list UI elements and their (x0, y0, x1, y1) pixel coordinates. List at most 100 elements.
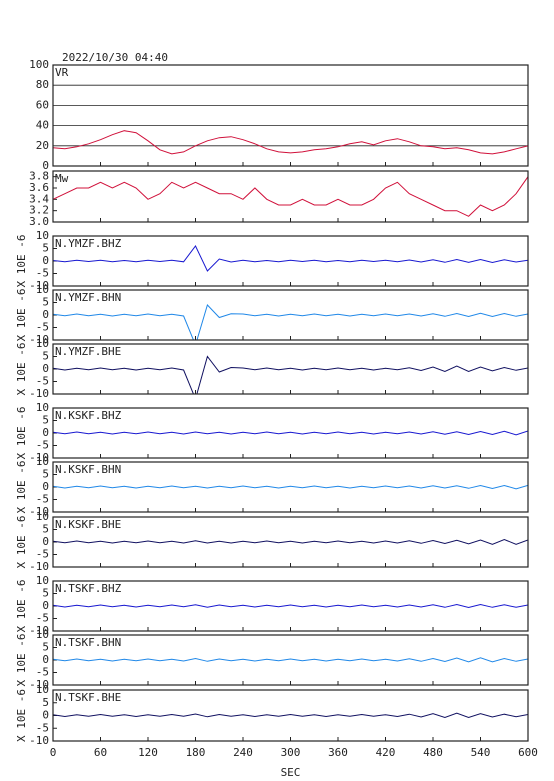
series-line (53, 712, 528, 719)
y-tick-label: -5 (36, 612, 49, 625)
y-tick-label: -10 (29, 560, 49, 573)
series-label: N.YMZF.BHE (55, 345, 121, 358)
x-tick-label: 60 (94, 746, 107, 759)
x-tick-label: 120 (138, 746, 158, 759)
x-axis-label: SEC (281, 766, 301, 779)
y-axis-label: X 10E -6 (15, 580, 28, 633)
y-tick-label: 3.8 (29, 170, 49, 183)
series-line (53, 245, 528, 272)
y-tick-label: 10 (36, 337, 49, 350)
y-tick-label: 0 (42, 480, 49, 493)
x-tick-label: 540 (471, 746, 491, 759)
y-axis-label: X 10E -6 (15, 689, 28, 742)
series-line (53, 538, 528, 545)
series-label: N.YMZF.BHZ (55, 237, 122, 250)
y-tick-label: -5 (36, 493, 49, 506)
y-tick-label: -5 (36, 321, 49, 334)
y-tick-label: -10 (29, 678, 49, 691)
series-line (53, 657, 528, 663)
series-line (53, 176, 528, 217)
panel-frame (52, 407, 529, 459)
y-tick-label: -10 (29, 505, 49, 518)
y-axis-label: X 10E -6 (15, 343, 28, 396)
y-tick-label: 100 (29, 58, 49, 71)
chart-title: 2022/10/30 04:40 (62, 51, 168, 64)
y-tick-label: 5 (42, 242, 49, 255)
y-axis-label: X 10E -6 (15, 516, 28, 569)
y-tick-label: 5 (42, 587, 49, 600)
y-tick-label: -5 (36, 267, 49, 280)
series-label: N.TSKF.BHZ (55, 582, 122, 595)
y-tick-label: 5 (42, 523, 49, 536)
y-tick-label: 0 (42, 599, 49, 612)
y-tick-label: 10 (36, 510, 49, 523)
x-tick-label: 600 (518, 746, 538, 759)
y-tick-label: 0 (42, 159, 49, 172)
panel-frame (52, 170, 529, 223)
y-tick-label: -5 (36, 375, 49, 388)
panel-frame (52, 461, 529, 513)
y-tick-label: -10 (29, 279, 49, 292)
series-label: N.TSKF.BHE (55, 691, 121, 704)
y-tick-label: 10 (36, 401, 49, 414)
y-tick-label: 80 (36, 78, 49, 91)
y-tick-label: 5 (42, 641, 49, 654)
x-tick-label: 240 (233, 746, 253, 759)
y-tick-label: 0 (42, 254, 49, 267)
y-tick-label: 5 (42, 696, 49, 709)
y-tick-label: -5 (36, 721, 49, 734)
y-tick-label: -10 (29, 451, 49, 464)
x-tick-label: 360 (328, 746, 348, 759)
y-tick-label: -5 (36, 666, 49, 679)
y-axis-label: X 10E -6 (15, 235, 28, 288)
series-line (53, 603, 528, 609)
y-axis-label: X 10E -6 (15, 634, 28, 687)
panel-frame (52, 634, 529, 686)
y-tick-label: 10 (36, 628, 49, 641)
y-tick-label: -10 (29, 333, 49, 346)
y-tick-label: 0 (42, 709, 49, 722)
y-tick-label: 0 (42, 426, 49, 439)
series-label: N.KSKF.BHZ (55, 409, 122, 422)
y-tick-label: 3.6 (29, 181, 49, 194)
series-line (53, 355, 528, 394)
panel-frame (52, 689, 529, 742)
y-tick-label: 60 (36, 98, 49, 111)
y-tick-label: -10 (29, 624, 49, 637)
series-label: N.YMZF.BHN (55, 291, 121, 304)
y-tick-label: 5 (42, 350, 49, 363)
panel-frame (52, 580, 529, 632)
x-tick-label: 480 (423, 746, 443, 759)
y-tick-label: 20 (36, 139, 49, 152)
series-label: N.TSKF.BHN (55, 636, 121, 649)
x-tick-label: 420 (376, 746, 396, 759)
y-tick-label: 0 (42, 653, 49, 666)
series-line (53, 484, 528, 490)
series-line (53, 304, 528, 340)
series-label: VR (55, 66, 69, 79)
series-label: N.KSKF.BHE (55, 518, 121, 531)
y-tick-label: 40 (36, 119, 49, 132)
y-axis-label: X 10E -6 (15, 461, 28, 514)
y-tick-label: -10 (29, 734, 49, 747)
panel-frame (52, 235, 529, 287)
y-tick-label: 5 (42, 468, 49, 481)
x-tick-label: 300 (281, 746, 301, 759)
y-tick-label: 0 (42, 308, 49, 321)
y-tick-label: 10 (36, 229, 49, 242)
y-tick-label: 5 (42, 414, 49, 427)
y-tick-label: -10 (29, 387, 49, 400)
series-line (53, 430, 528, 436)
y-tick-label: 3.0 (29, 215, 49, 228)
y-tick-label: 10 (36, 574, 49, 587)
series-label: Mw (55, 172, 69, 185)
y-axis-label: X 10E -6 (15, 407, 28, 460)
panel-frame (52, 64, 529, 167)
y-tick-label: 3.4 (29, 192, 49, 205)
panel-frame (52, 343, 529, 395)
y-tick-label: 3.2 (29, 204, 49, 217)
series-label: N.KSKF.BHN (55, 463, 121, 476)
y-tick-label: -5 (36, 548, 49, 561)
y-tick-label: 10 (36, 455, 49, 468)
